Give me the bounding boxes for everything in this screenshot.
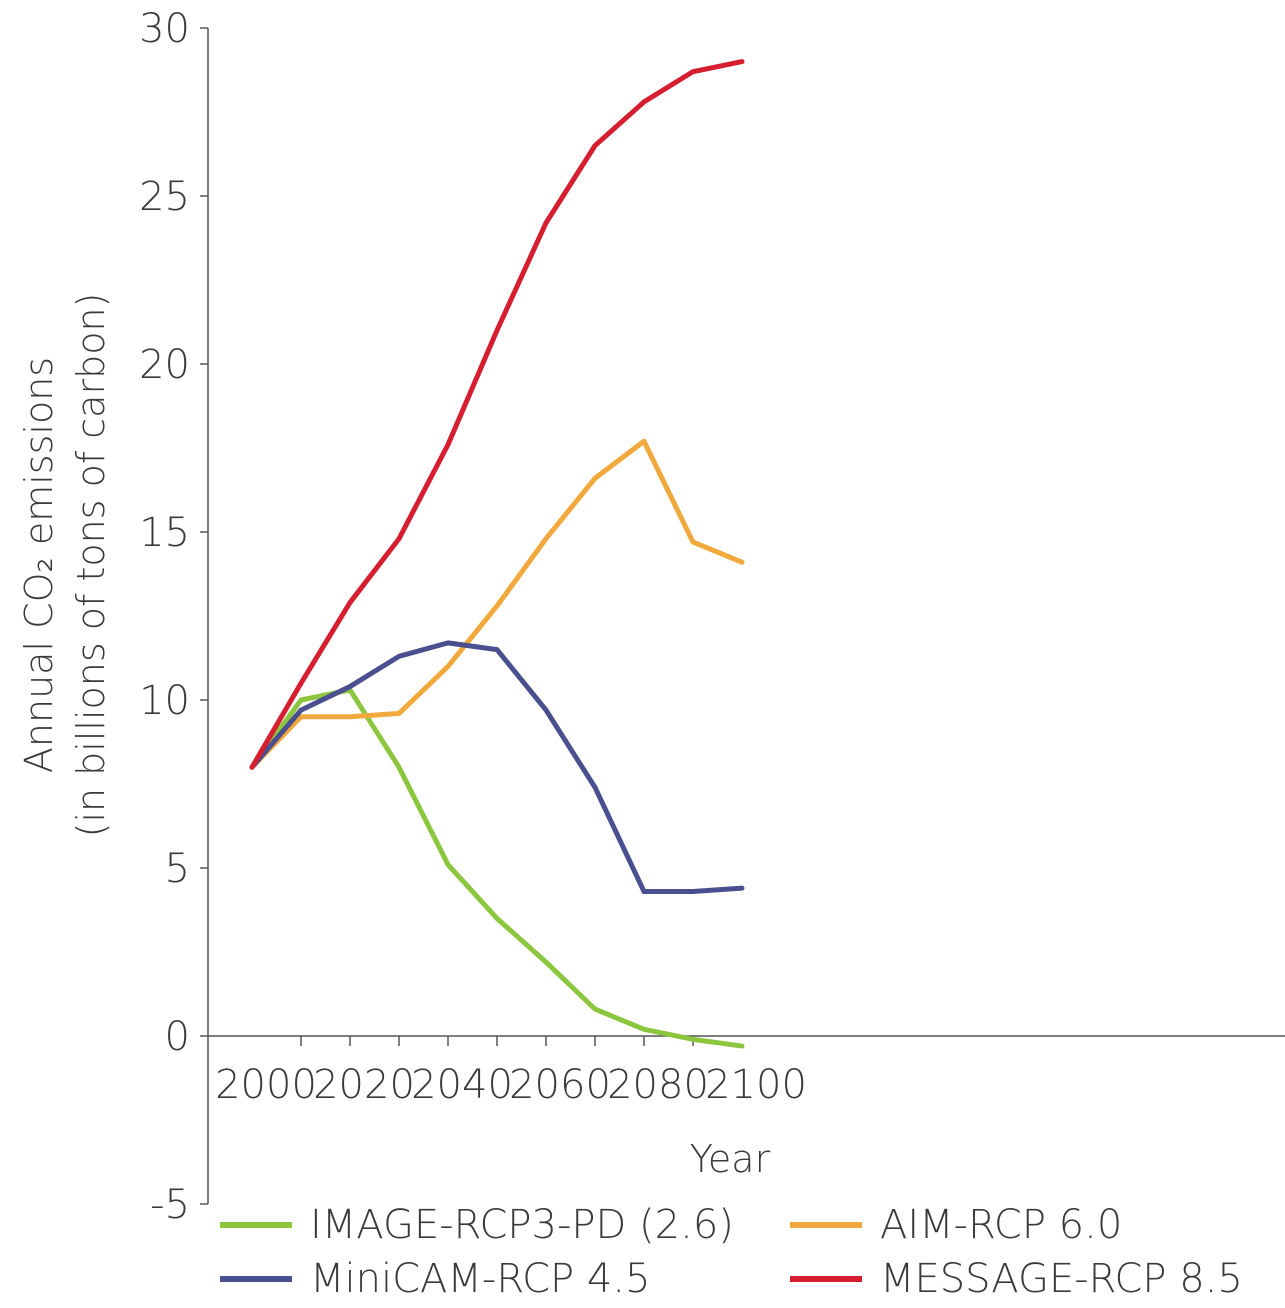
x-axis-title: Year — [690, 1137, 771, 1181]
y-tick-label: 15 — [139, 510, 190, 556]
x-tick-label: 2060 — [509, 1062, 611, 1108]
y-tick-label: 20 — [139, 342, 190, 388]
series-line-aim-rcp-6-0 — [249, 438, 745, 770]
legend-label-message-rcp-8-5: MESSAGE-RCP 8.5 — [880, 1256, 1243, 1302]
series-line-message-rcp-8-5 — [249, 59, 745, 770]
y-tick-label: 0 — [165, 1014, 190, 1060]
series-line-image-rcp3-pd-2-6 — [249, 687, 745, 1049]
y-tick-label: 30 — [139, 6, 190, 52]
legend: IMAGE-RCP3-PD (2.6) AIM-RCP 6.0 MiniCAM-RC… — [220, 1202, 1243, 1302]
legend-label-aim-rcp-6-0: AIM-RCP 6.0 — [880, 1202, 1122, 1248]
y-axis-title-line2: (in billions of tons of carbon) — [69, 293, 113, 838]
x-tick-label: 2000 — [215, 1062, 317, 1108]
y-axis-title: Annual CO₂ emissions (in billions of ton… — [17, 293, 113, 838]
x-tick-label: 2100 — [705, 1062, 807, 1108]
y-axis-title-line1: Annual CO₂ emissions — [17, 357, 61, 773]
legend-label-image-rcp3-pd-2-6: IMAGE-RCP3-PD (2.6) — [310, 1202, 734, 1248]
y-tick-label: -5 — [150, 1182, 190, 1228]
y-tick-label: 10 — [139, 678, 190, 724]
series-lines — [249, 59, 745, 1049]
series-line-minicam-rcp-4-5 — [249, 640, 745, 895]
y-tick-label: 25 — [139, 174, 190, 220]
x-tick-label: 2020 — [313, 1062, 415, 1108]
y-tick-label: 5 — [165, 846, 190, 892]
x-tick-label: 2040 — [411, 1062, 513, 1108]
x-tick-label: 2080 — [607, 1062, 709, 1108]
legend-label-minicam-rcp-4-5: MiniCAM-RCP 4.5 — [310, 1256, 651, 1302]
axes — [200, 27, 1285, 1205]
